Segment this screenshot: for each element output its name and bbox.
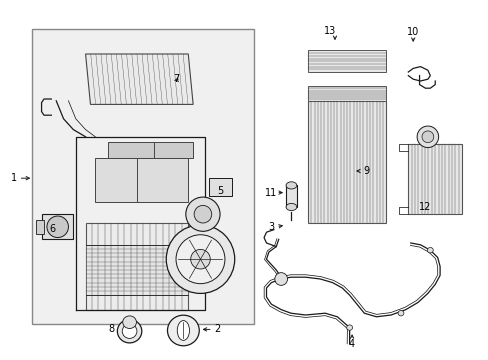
Text: 5: 5 bbox=[217, 186, 223, 196]
Ellipse shape bbox=[122, 324, 137, 338]
Bar bbox=[285, 185, 296, 207]
Ellipse shape bbox=[167, 315, 199, 346]
Circle shape bbox=[190, 249, 210, 269]
Circle shape bbox=[166, 225, 234, 293]
Text: 11: 11 bbox=[264, 188, 277, 198]
Polygon shape bbox=[85, 54, 193, 104]
Text: 8: 8 bbox=[108, 324, 114, 334]
Circle shape bbox=[421, 131, 433, 143]
Text: 10: 10 bbox=[406, 27, 419, 37]
Text: 13: 13 bbox=[323, 26, 336, 36]
Ellipse shape bbox=[285, 203, 296, 211]
Circle shape bbox=[416, 126, 438, 148]
Text: 1: 1 bbox=[11, 173, 17, 183]
Ellipse shape bbox=[285, 182, 296, 189]
Circle shape bbox=[185, 197, 220, 231]
Bar bbox=[209, 178, 232, 196]
Bar bbox=[137, 158, 188, 202]
Text: 9: 9 bbox=[363, 166, 369, 176]
Bar bbox=[41, 214, 73, 239]
Text: 4: 4 bbox=[348, 339, 354, 349]
Circle shape bbox=[274, 273, 287, 285]
Text: 12: 12 bbox=[418, 202, 431, 212]
Circle shape bbox=[194, 206, 211, 223]
Bar bbox=[85, 223, 188, 310]
Bar bbox=[85, 245, 188, 295]
Text: 6: 6 bbox=[50, 224, 56, 234]
Bar bbox=[407, 144, 461, 214]
Bar bbox=[307, 86, 386, 101]
Circle shape bbox=[47, 216, 68, 238]
Ellipse shape bbox=[177, 321, 189, 341]
Circle shape bbox=[176, 235, 224, 284]
Text: 2: 2 bbox=[214, 324, 220, 334]
Ellipse shape bbox=[397, 310, 403, 316]
Ellipse shape bbox=[122, 316, 136, 328]
Bar bbox=[32, 29, 254, 324]
Bar bbox=[154, 142, 193, 158]
Ellipse shape bbox=[117, 320, 142, 343]
Text: 3: 3 bbox=[268, 222, 274, 232]
Bar bbox=[107, 142, 156, 158]
Bar bbox=[307, 101, 386, 223]
Bar bbox=[36, 220, 44, 234]
Text: 7: 7 bbox=[173, 74, 179, 84]
Ellipse shape bbox=[346, 325, 352, 330]
Bar bbox=[95, 158, 139, 202]
Ellipse shape bbox=[427, 248, 432, 253]
Bar bbox=[307, 50, 386, 72]
